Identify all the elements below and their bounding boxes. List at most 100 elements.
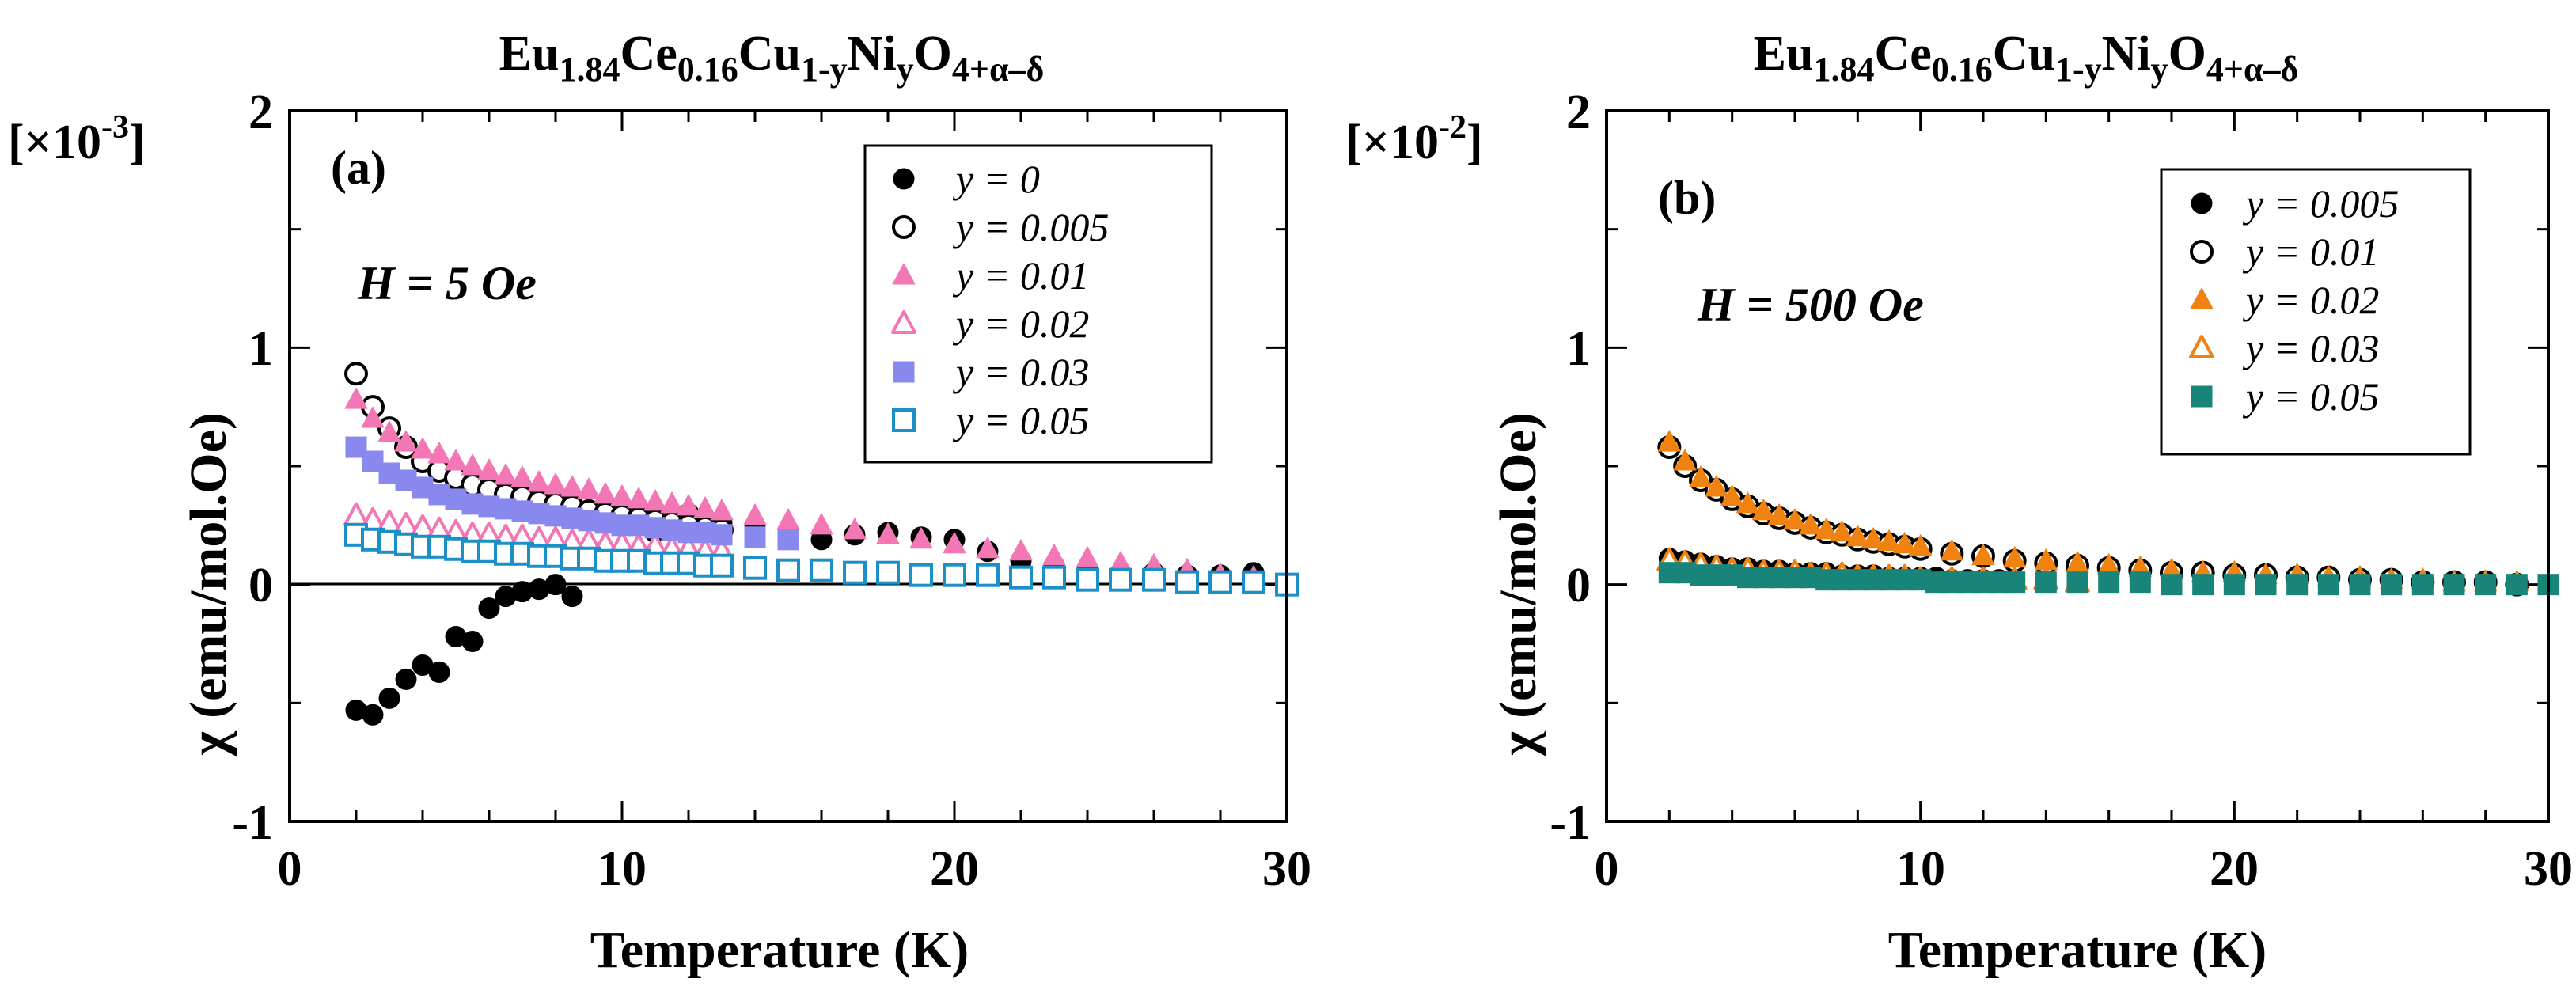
data-point: [693, 496, 717, 518]
data-point: [2381, 574, 2403, 596]
data-point: [461, 631, 484, 653]
panel-label-a: (a): [331, 142, 386, 194]
data-point: [2223, 574, 2245, 596]
data-point: [2098, 571, 2120, 594]
x-tick-label: 0: [1595, 842, 1619, 896]
data-point: [876, 522, 900, 544]
x-tick-label: 20: [2210, 842, 2259, 896]
data-point: [744, 526, 766, 548]
data-point: [776, 558, 800, 582]
chart-title-b: Eu1.84Ce0.16Cu1-yNiyO4+α–δ: [1754, 27, 2299, 89]
chart-panel-a: Eu1.84Ce0.16Cu1-yNiyO4+α–δ [×10-3] χ (em…: [8, 27, 1311, 979]
data-point: [710, 553, 734, 578]
legend-symbol: [891, 310, 916, 334]
field-label-b: H = 500 Oe: [1697, 279, 1924, 331]
data-point: [527, 470, 551, 492]
data-point: [477, 458, 501, 480]
data-point: [1175, 570, 1199, 594]
data-point: [377, 420, 401, 442]
y-tick-labels-b: -1 0 1 2: [1550, 85, 1591, 850]
data-point: [810, 513, 833, 535]
chart-panel-b: Eu1.84Ce0.16Cu1-yNiyO4+α–δ [×10-2] χ (em…: [1345, 27, 2573, 979]
x-tick-label: 30: [1262, 842, 1311, 896]
series-y0.05: [344, 522, 1299, 597]
data-point: [1736, 491, 1759, 514]
legend-symbol: [2191, 385, 2213, 408]
data-point: [660, 491, 684, 514]
data-point: [2317, 574, 2339, 596]
data-point: [843, 560, 867, 585]
legend-label: y = 0.005: [2242, 181, 2399, 226]
data-point: [2066, 571, 2088, 594]
y-axis-label-a: χ (emu/mol.Oe): [180, 412, 237, 757]
y-tick-label: 2: [1566, 85, 1591, 139]
data-point: [711, 524, 733, 546]
data-marks-b: [1656, 430, 2559, 597]
data-point: [394, 430, 418, 452]
legend-label: y = 0.005: [952, 205, 1109, 249]
legend-symbol: [2190, 240, 2214, 264]
data-point: [2506, 574, 2528, 596]
data-point: [378, 687, 400, 709]
data-point: [1799, 513, 1823, 535]
data-point: [344, 387, 368, 409]
data-point: [1705, 475, 1728, 497]
data-point: [909, 563, 933, 587]
data-point: [2255, 574, 2277, 596]
data-point: [909, 527, 933, 549]
data-point: [494, 463, 518, 485]
legend-symbol: [892, 215, 916, 239]
data-point: [1861, 527, 1885, 549]
legend-symbol: [2190, 287, 2214, 309]
data-point: [1673, 449, 1697, 471]
legend-label: y = 0.01: [2242, 229, 2379, 274]
data-point: [594, 482, 617, 504]
legend-symbol: [2191, 192, 2213, 214]
axis-multiplier-b: [×10-2]: [1345, 109, 1483, 169]
data-point: [776, 508, 800, 530]
y-tick-label: 0: [1566, 559, 1591, 613]
data-point: [1242, 570, 1265, 594]
data-point: [1815, 518, 1838, 540]
data-point: [561, 586, 583, 608]
data-point: [2129, 571, 2151, 594]
data-point: [943, 563, 966, 587]
data-point: [1208, 570, 1232, 594]
plot-frame-a: [288, 109, 1288, 823]
series-y0.05: [1658, 562, 2559, 596]
data-point: [461, 453, 484, 476]
y-tick-label: 2: [248, 85, 273, 139]
data-point: [1783, 508, 1807, 530]
data-point: [510, 465, 534, 487]
series-y0.03: [345, 436, 799, 551]
data-point: [577, 477, 601, 499]
legend-label: y = 0.02: [2242, 278, 2379, 322]
x-tick-label: 10: [598, 842, 647, 896]
data-point: [1767, 503, 1791, 525]
legend-label: y = 0.01: [952, 253, 1089, 298]
data-point: [2004, 571, 2026, 594]
data-point: [544, 472, 567, 495]
x-tick-label: 30: [2524, 842, 2573, 896]
data-point: [2161, 574, 2183, 596]
panel-label-b: (b): [1658, 172, 1716, 224]
data-point: [1893, 532, 1917, 554]
y-tick-label: 0: [248, 559, 273, 613]
data-point: [1971, 544, 1995, 566]
legend-symbol: [2189, 335, 2214, 358]
data-point: [361, 406, 385, 428]
y-tick-label: 1: [248, 322, 273, 376]
x-tick-label: 10: [1896, 842, 1945, 896]
legend-label: y = 0.05: [952, 398, 1089, 442]
axis-multiplier-a: [×10-3]: [8, 109, 146, 169]
data-point: [876, 560, 900, 585]
data-point: [627, 487, 651, 509]
data-point: [2443, 574, 2465, 596]
legend-label: y = 0.05: [2242, 374, 2379, 419]
data-point: [344, 362, 368, 386]
data-point: [643, 489, 667, 511]
data-point: [544, 574, 567, 596]
data-point: [395, 668, 417, 690]
legend-label: y = 0.03: [952, 350, 1089, 394]
